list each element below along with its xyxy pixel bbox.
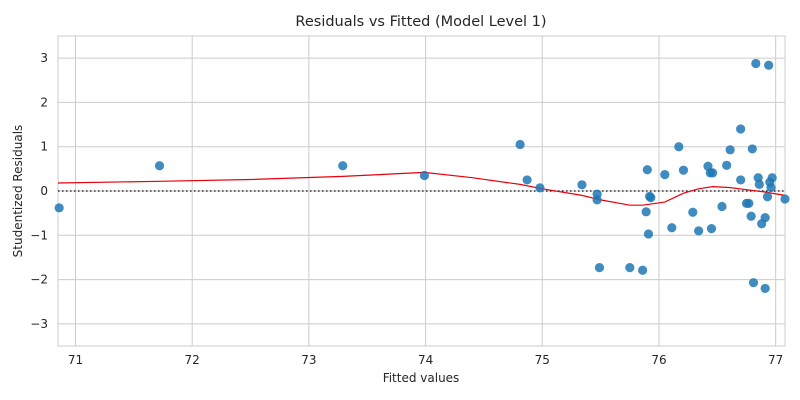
data-point [780,194,790,204]
data-point [722,160,732,170]
y-tick-label: −1 [30,228,48,242]
data-point [762,192,773,202]
data-point [766,182,776,193]
data-point [678,165,689,175]
x-tick-label: 74 [418,353,433,367]
smooth-line [57,171,786,206]
y-tick-label: 1 [40,140,48,154]
data-point [592,195,602,205]
data-point [535,183,545,193]
x-tick-label: 77 [768,353,783,367]
data-point [646,193,656,203]
data-point [522,175,532,185]
data-point [760,283,770,294]
data-point [674,142,684,152]
data-point [638,265,648,275]
data-point [744,198,754,208]
data-point [751,58,761,69]
data-point [736,175,746,185]
data-point [642,165,652,175]
data-point [577,180,587,190]
data-point [694,226,704,236]
data-point [338,161,348,171]
x-tick-label: 73 [301,353,316,367]
x-tick-labels: 71 72 73 74 75 76 77 [68,353,783,367]
data-point [419,170,430,181]
x-tick-label: 76 [651,353,666,367]
x-tick-label: 71 [68,353,83,367]
data-point [754,179,764,189]
y-tick-label: 3 [40,51,48,65]
y-tick-label: 0 [40,184,48,198]
data-point [54,203,64,213]
y-tick-label: −3 [30,317,48,331]
x-tick-label: 75 [535,353,550,367]
y-axis-label: Studentized Residuals [11,125,25,258]
data-point [708,168,718,178]
data-point [625,263,635,273]
data-point [594,263,605,273]
data-point [747,144,757,154]
data-point [688,207,698,217]
data-point [748,278,759,288]
data-point [154,161,165,171]
chart-title: Residuals vs Fitted (Model Level 1) [295,14,546,30]
data-point [706,224,717,234]
y-tick-label: 2 [40,95,48,109]
x-tick-label: 72 [185,353,200,367]
data-points [54,58,790,294]
x-axis-label: Fitted values [383,371,460,385]
data-point [764,60,774,70]
data-point [643,229,654,239]
data-point [641,207,651,217]
y-tick-labels: −3 −2 −1 0 1 2 3 [30,51,48,331]
data-point [515,139,525,150]
y-tick-label: −2 [30,273,48,287]
data-point [760,212,770,223]
data-point [667,223,677,233]
data-point [717,201,727,212]
data-point [660,170,670,180]
data-point [736,124,746,134]
data-point [746,211,756,221]
data-point [725,145,735,155]
data-point [767,173,777,183]
